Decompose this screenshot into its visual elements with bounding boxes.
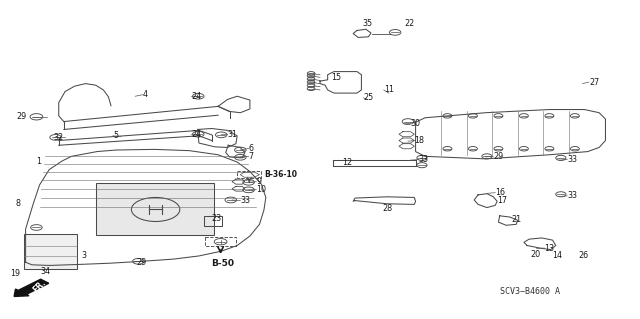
- Text: 20: 20: [531, 250, 540, 259]
- Text: 33: 33: [419, 155, 429, 164]
- Text: 23: 23: [212, 213, 222, 222]
- Bar: [96, 183, 214, 235]
- Text: 21: 21: [511, 215, 522, 224]
- Text: 27: 27: [589, 78, 599, 86]
- Text: 18: 18: [414, 136, 424, 145]
- Text: 33: 33: [567, 191, 577, 200]
- Text: 16: 16: [495, 188, 505, 197]
- Text: 10: 10: [256, 185, 266, 194]
- Text: 29: 29: [136, 258, 147, 267]
- Text: 8: 8: [15, 199, 20, 208]
- Text: 15: 15: [332, 73, 342, 82]
- Text: 1: 1: [36, 157, 42, 166]
- Text: 6: 6: [248, 144, 253, 153]
- Text: 14: 14: [552, 251, 563, 260]
- Text: 26: 26: [578, 251, 588, 260]
- Text: 35: 35: [363, 19, 373, 28]
- Text: 5: 5: [113, 131, 118, 140]
- Text: 19: 19: [10, 269, 20, 278]
- Text: 3: 3: [81, 251, 86, 260]
- Text: 4: 4: [143, 90, 148, 99]
- Text: 7: 7: [248, 152, 253, 161]
- Text: 17: 17: [497, 196, 508, 205]
- Text: 29: 29: [17, 112, 27, 121]
- FancyArrow shape: [14, 279, 49, 296]
- Text: 11: 11: [384, 85, 394, 94]
- Text: 9: 9: [256, 177, 261, 186]
- Text: FR.: FR.: [31, 278, 48, 295]
- Text: 33: 33: [567, 155, 577, 164]
- Text: 12: 12: [342, 158, 353, 167]
- Text: 32: 32: [54, 133, 64, 142]
- Text: 31: 31: [228, 130, 237, 139]
- Text: 33: 33: [241, 196, 250, 205]
- Text: 22: 22: [404, 19, 414, 28]
- Text: 30: 30: [410, 119, 420, 128]
- Text: B-36-10: B-36-10: [264, 170, 297, 179]
- Text: 13: 13: [544, 243, 554, 253]
- Text: 29: 29: [493, 152, 504, 161]
- Text: 24: 24: [191, 130, 202, 139]
- Text: 25: 25: [364, 93, 374, 102]
- Bar: [204, 216, 222, 226]
- Bar: [24, 234, 77, 269]
- Text: 24: 24: [191, 92, 202, 101]
- Text: 34: 34: [41, 267, 51, 276]
- Text: 28: 28: [383, 204, 392, 213]
- Text: SCV3−B4600 A: SCV3−B4600 A: [500, 287, 560, 296]
- Text: B-50: B-50: [211, 259, 234, 268]
